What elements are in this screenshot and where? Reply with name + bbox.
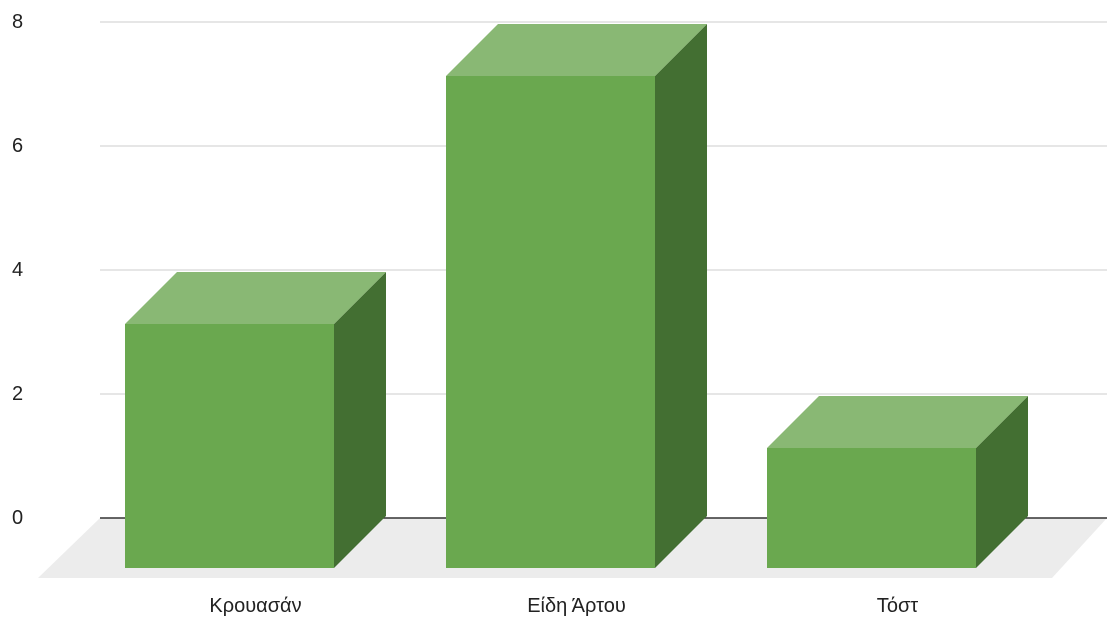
bar-side (655, 24, 707, 568)
y-tick-label: 4 (12, 259, 23, 281)
bar (125, 324, 334, 568)
bar-side (976, 396, 1028, 568)
y-tick-label: 2 (12, 383, 23, 405)
bar-group (767, 396, 1028, 568)
x-axis-labels: Κρουασάν Είδη Άρτου Τόστ (209, 595, 918, 617)
bar-top (446, 24, 707, 76)
y-axis-ticks: 0 2 4 6 8 (12, 11, 23, 529)
x-category-label: Κρουασάν (209, 595, 301, 617)
bar-side (334, 272, 386, 568)
bar-top (767, 396, 1028, 448)
x-category-label: Είδη Άρτου (527, 595, 626, 617)
y-tick-label: 8 (12, 11, 23, 33)
bar-group (446, 24, 707, 568)
bars (125, 24, 1028, 568)
bar (767, 448, 976, 568)
y-tick-label: 0 (12, 507, 23, 529)
bar-top (125, 272, 386, 324)
y-tick-label: 6 (12, 135, 23, 157)
bar-group (125, 272, 386, 568)
x-category-label: Τόστ (877, 595, 918, 617)
bar (446, 76, 655, 568)
